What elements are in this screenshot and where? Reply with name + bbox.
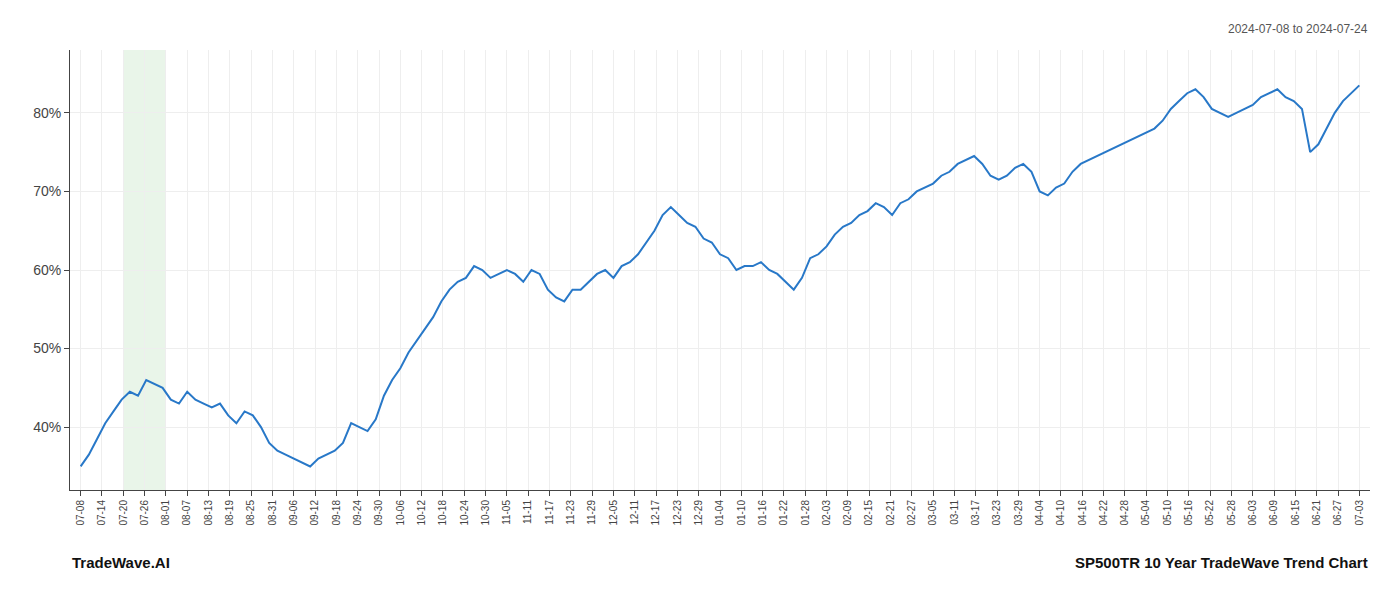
svg-text:11-11: 11-11 — [522, 500, 533, 525]
svg-text:70%: 70% — [33, 183, 61, 199]
svg-text:06-21: 06-21 — [1311, 500, 1322, 526]
svg-text:01-10: 01-10 — [736, 500, 747, 526]
svg-text:12-17: 12-17 — [650, 500, 661, 526]
svg-text:05-04: 05-04 — [1140, 500, 1151, 526]
svg-text:40%: 40% — [33, 419, 61, 435]
svg-text:80%: 80% — [33, 105, 61, 121]
svg-text:12-11: 12-11 — [629, 500, 640, 525]
svg-text:03-23: 03-23 — [991, 500, 1002, 526]
svg-text:09-06: 09-06 — [288, 500, 299, 526]
svg-text:03-29: 03-29 — [1013, 500, 1024, 526]
svg-text:11-17: 11-17 — [544, 500, 555, 525]
svg-text:06-09: 06-09 — [1268, 500, 1279, 526]
svg-text:05-22: 05-22 — [1204, 500, 1215, 526]
svg-text:07-26: 07-26 — [139, 500, 150, 526]
svg-text:06-15: 06-15 — [1290, 500, 1301, 526]
svg-text:12-05: 12-05 — [608, 500, 619, 526]
svg-text:06-27: 06-27 — [1332, 500, 1343, 526]
svg-text:05-28: 05-28 — [1226, 500, 1237, 526]
svg-text:08-31: 08-31 — [267, 500, 278, 526]
svg-text:2024-07-08 to 2024-07-24: 2024-07-08 to 2024-07-24 — [1228, 22, 1368, 36]
svg-text:01-22: 01-22 — [778, 500, 789, 526]
svg-text:12-23: 12-23 — [672, 500, 683, 526]
svg-text:09-30: 09-30 — [373, 500, 384, 526]
svg-text:11-29: 11-29 — [586, 500, 597, 525]
svg-text:09-18: 09-18 — [331, 500, 342, 526]
svg-text:10-12: 10-12 — [416, 500, 427, 526]
svg-text:01-04: 01-04 — [714, 500, 725, 526]
svg-text:09-12: 09-12 — [309, 500, 320, 526]
svg-text:60%: 60% — [33, 262, 61, 278]
svg-text:08-25: 08-25 — [245, 500, 256, 526]
svg-text:02-09: 02-09 — [842, 500, 853, 526]
svg-text:05-16: 05-16 — [1183, 500, 1194, 526]
svg-text:08-19: 08-19 — [224, 500, 235, 526]
svg-text:TradeWave.AI: TradeWave.AI — [72, 554, 170, 571]
svg-text:09-24: 09-24 — [352, 500, 363, 526]
svg-text:12-29: 12-29 — [693, 500, 704, 526]
svg-text:11-23: 11-23 — [565, 500, 576, 525]
svg-text:07-20: 07-20 — [118, 500, 129, 526]
svg-text:03-11: 03-11 — [949, 500, 960, 525]
svg-text:03-17: 03-17 — [970, 500, 981, 526]
svg-text:11-05: 11-05 — [501, 500, 512, 525]
svg-text:03-05: 03-05 — [927, 500, 938, 526]
svg-text:02-27: 02-27 — [906, 500, 917, 526]
svg-text:04-10: 04-10 — [1055, 500, 1066, 526]
svg-text:01-16: 01-16 — [757, 500, 768, 526]
svg-text:07-08: 07-08 — [75, 500, 86, 526]
svg-text:02-03: 02-03 — [821, 500, 832, 526]
svg-text:08-07: 08-07 — [181, 500, 192, 526]
svg-text:04-22: 04-22 — [1098, 500, 1109, 526]
svg-text:07-03: 07-03 — [1354, 500, 1365, 526]
svg-text:50%: 50% — [33, 340, 61, 356]
svg-text:10-24: 10-24 — [459, 500, 470, 526]
svg-text:SP500TR 10 Year TradeWave Tren: SP500TR 10 Year TradeWave Trend Chart — [1075, 554, 1368, 571]
svg-text:10-18: 10-18 — [437, 500, 448, 526]
svg-text:08-01: 08-01 — [160, 500, 171, 526]
svg-text:08-13: 08-13 — [203, 500, 214, 526]
svg-text:04-16: 04-16 — [1077, 500, 1088, 526]
svg-text:05-10: 05-10 — [1162, 500, 1173, 526]
svg-text:07-14: 07-14 — [96, 500, 107, 526]
svg-text:02-21: 02-21 — [885, 500, 896, 526]
svg-text:02-15: 02-15 — [863, 500, 874, 526]
svg-text:04-04: 04-04 — [1034, 500, 1045, 526]
svg-text:06-03: 06-03 — [1247, 500, 1258, 526]
svg-text:10-30: 10-30 — [480, 500, 491, 526]
svg-text:01-28: 01-28 — [800, 500, 811, 526]
svg-text:10-06: 10-06 — [395, 500, 406, 526]
svg-text:04-28: 04-28 — [1119, 500, 1130, 526]
